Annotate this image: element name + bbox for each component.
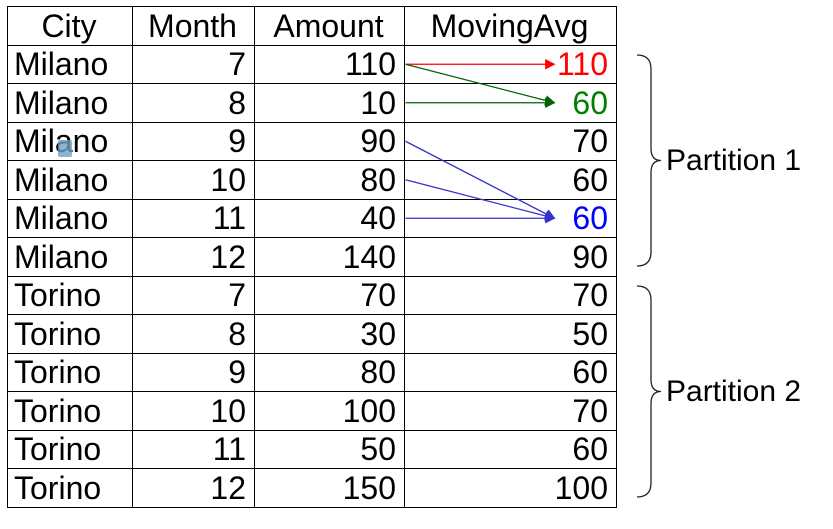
moving-avg-cell: 70 (404, 391, 617, 431)
table-row: Torino 11 50 60 (7, 429, 617, 469)
city-cell: Torino (7, 275, 133, 315)
partition-label: Partition 1 (666, 143, 802, 177)
moving-avg-cell: 90 (404, 237, 617, 277)
table-row: Milano99070 (7, 121, 617, 161)
moving-avg-cell: 60 (404, 83, 617, 123)
month-cell: 10 (132, 391, 255, 431)
header-amount: Amount (254, 6, 405, 46)
moving-avg-cell: 100 (404, 468, 617, 508)
amount-cell: 80 (254, 160, 405, 200)
moving-average-table: City Month Amount MovingAvg Milano 7 110 11… (7, 6, 617, 508)
month-cell: 8 (132, 83, 255, 123)
city-cell: Milano (7, 198, 133, 238)
amount-cell: 90 (254, 121, 405, 161)
table-row: Torino 12 150 100 (7, 468, 617, 508)
moving-avg-cell: 60 (404, 160, 617, 200)
moving-avg-cell: 110 (404, 44, 617, 84)
header-moving-avg: MovingAvg (404, 6, 617, 46)
month-cell: 10 (132, 160, 255, 200)
table-body: Milano7110110Milano81060Milano99070Milan… (7, 44, 617, 508)
amount-cell: 80 (254, 352, 405, 392)
city-cell: Milano (7, 44, 133, 84)
month-cell: 11 (132, 429, 255, 469)
month-cell: 12 (132, 237, 255, 277)
table-row: Milano 8 10 60 (7, 83, 617, 123)
amount-cell: 100 (254, 391, 405, 431)
city-cell: Milano (7, 160, 133, 200)
month-cell: 12 (132, 468, 255, 508)
month-cell: 9 (132, 121, 255, 161)
month-cell: 8 (132, 314, 255, 354)
partition-brace (636, 54, 662, 267)
table-row: Milano 10 80 60 (7, 160, 617, 200)
amount-cell: 50 (254, 429, 405, 469)
partition-brace (636, 285, 662, 498)
table-row: Milano 11 40 60 (7, 198, 617, 238)
month-cell: 7 (132, 275, 255, 315)
city-cell: Milano (7, 83, 133, 123)
amount-cell: 110 (254, 44, 405, 84)
month-cell: 7 (132, 44, 255, 84)
city-cell: Torino (7, 468, 133, 508)
amount-cell: 70 (254, 275, 405, 315)
table-row: Torino 8 30 50 (7, 314, 617, 354)
table-row: Milano 12 140 90 (7, 237, 617, 277)
table-row: Milano 7 110 110 (7, 44, 617, 84)
moving-avg-cell: 50 (404, 314, 617, 354)
city-cell: Torino (7, 314, 133, 354)
city-cell: Torino (7, 352, 133, 392)
text-cursor-highlight (58, 140, 72, 157)
amount-cell: 10 (254, 83, 405, 123)
amount-cell: 30 (254, 314, 405, 354)
header-row: City Month Amount MovingAvg (7, 6, 617, 46)
moving-avg-cell: 60 (404, 429, 617, 469)
city-cell: Milano (7, 237, 133, 277)
moving-avg-cell: 70 (404, 275, 617, 315)
table-row: Torino 9 80 60 (7, 352, 617, 392)
table-row: Torino 10 100 70 (7, 391, 617, 431)
brace-layer (636, 54, 662, 498)
header-month: Month (132, 6, 255, 46)
amount-cell: 140 (254, 237, 405, 277)
month-cell: 9 (132, 352, 255, 392)
city-cell: Torino (7, 429, 133, 469)
month-cell: 11 (132, 198, 255, 238)
amount-cell: 150 (254, 468, 405, 508)
amount-cell: 40 (254, 198, 405, 238)
city-cell: Torino (7, 391, 133, 431)
header-city: City (7, 6, 133, 46)
moving-avg-cell: 70 (404, 121, 617, 161)
moving-avg-cell: 60 (404, 198, 617, 238)
moving-avg-cell: 60 (404, 352, 617, 392)
partition-label: Partition 2 (666, 374, 802, 408)
table-row: Torino 7 70 70 (7, 275, 617, 315)
